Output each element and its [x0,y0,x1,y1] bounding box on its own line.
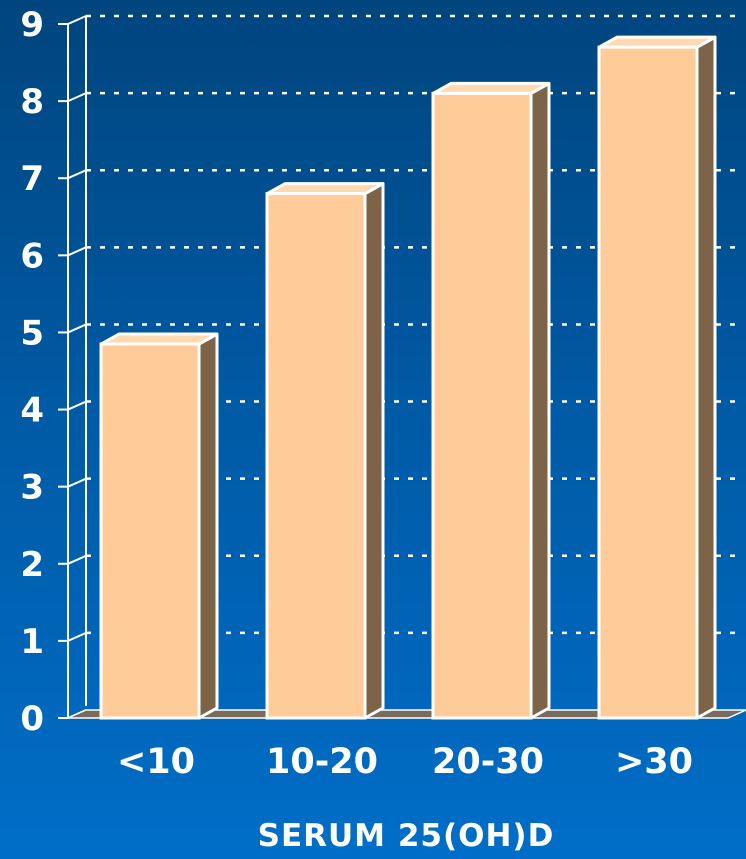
category-label: <10 [117,742,195,782]
category-label: 10-20 [266,742,378,782]
tick-connector [67,92,87,103]
tick-connector [67,400,87,411]
bar-2 [265,182,385,720]
y-tick-label: 2 [20,545,44,585]
bar-side-face [363,182,385,720]
y-tick-label: 5 [20,313,44,353]
category-label: >30 [615,742,693,782]
tick-connector [67,169,87,180]
y-axis [58,15,87,719]
bar-4 [597,35,717,720]
bar-front-face [431,91,533,720]
category-label: 20-30 [432,742,544,782]
bar-front-face [99,342,201,720]
bar-side-face [529,81,551,720]
y-tick-label: 6 [20,236,44,276]
y-tick-label: 1 [20,622,44,662]
y-tick-label: 3 [20,468,44,508]
tick-connector [67,15,87,25]
tick-connector [67,631,87,642]
y-tick-label: 4 [20,391,44,431]
tick-connector [67,477,87,488]
tick-connector [67,554,87,565]
bar-1 [99,332,219,720]
category-labels: <10 10-20 20-30 >30 [117,742,693,782]
y-tick-label: 8 [20,82,44,122]
y-tick-label: 7 [20,159,44,199]
bar-side-face [695,35,717,720]
y-tick-label: 9 [20,5,44,45]
tick-connector [67,246,87,257]
tick-connector [67,323,87,334]
y-tick-labels: 0 1 2 3 4 5 6 7 8 9 [20,5,44,739]
bar-side-face [197,332,219,720]
bar-front-face [265,192,367,720]
bars [99,35,717,720]
y-tick-label: 0 [20,699,44,739]
x-axis-title: SERUM 25(OH)D [258,818,555,854]
bar-front-face [597,45,699,720]
gridlines [86,14,738,635]
bar-3 [431,81,551,720]
